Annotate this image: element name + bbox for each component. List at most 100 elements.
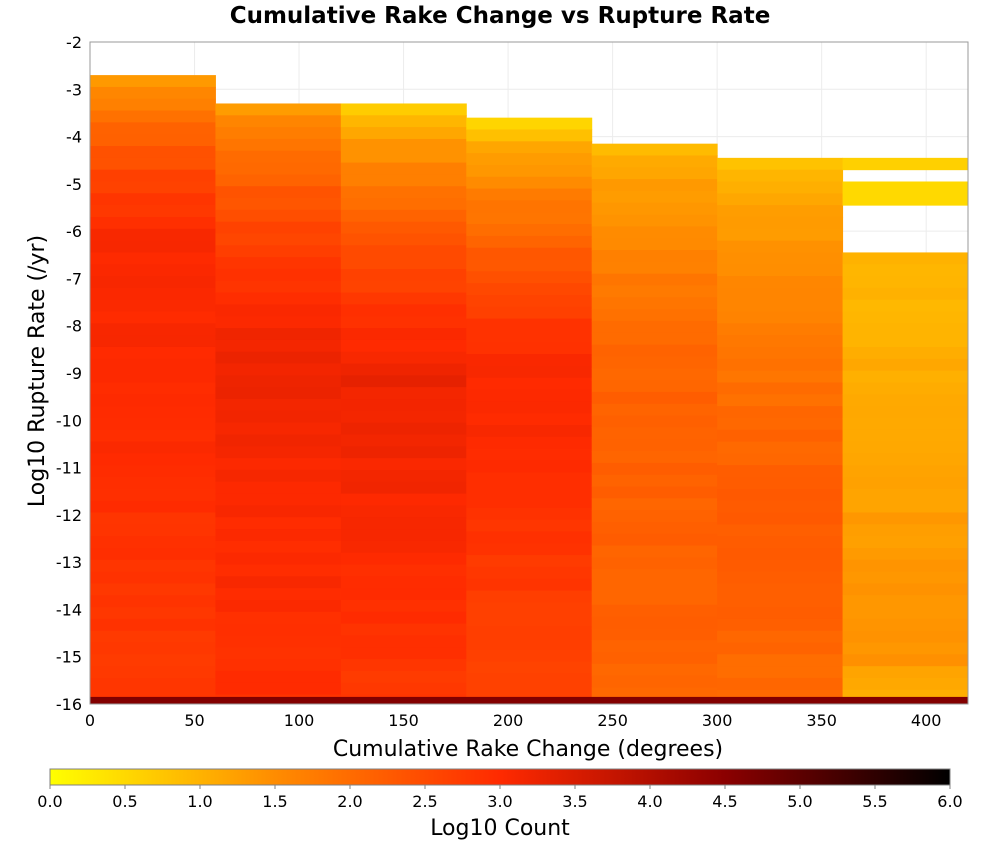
heatmap-cell (340, 339, 467, 353)
heatmap-cell (215, 694, 342, 698)
heatmap-cell (591, 143, 718, 156)
heatmap-cell (215, 186, 342, 199)
heatmap-cell (215, 339, 342, 353)
x-tick-label: 0 (85, 711, 95, 730)
heatmap-cell (340, 174, 467, 187)
heatmap-cell (717, 677, 844, 691)
colorbar (49, 768, 951, 786)
heatmap-cell (340, 529, 467, 542)
heatmap-cell (340, 292, 467, 305)
heatmap-cell (90, 547, 216, 561)
y-tick-label: -6 (66, 222, 82, 241)
heatmap-cell (466, 377, 593, 391)
heatmap-cell (90, 559, 216, 573)
heatmap-cell (90, 465, 216, 478)
heatmap-cell (466, 531, 593, 544)
heatmap-cell (591, 309, 718, 322)
heatmap-cell (215, 434, 342, 447)
heatmap-cell (842, 524, 969, 537)
heatmap-cell (591, 533, 718, 547)
heatmap-cell (340, 280, 467, 294)
heatmap-cell (717, 571, 844, 584)
heatmap-cell (717, 689, 844, 698)
heatmap-cell (717, 181, 844, 194)
colorbar-tick-label: 5.0 (787, 792, 812, 811)
heatmap-cell (717, 252, 844, 265)
heatmap-cell (842, 618, 969, 632)
heatmap-cell (90, 488, 216, 502)
heatmap-cell (340, 268, 467, 282)
heatmap-cell (90, 689, 216, 698)
heatmap-cell (717, 654, 844, 667)
heatmap-cell (842, 441, 969, 454)
heatmap-cell (466, 590, 593, 603)
heatmap-cell (591, 273, 718, 287)
heatmap-cell (215, 588, 342, 601)
heatmap-cell (90, 595, 216, 608)
heatmap-cell (717, 559, 844, 573)
heatmap-cell (90, 205, 216, 218)
heatmap-cell (215, 375, 342, 388)
heatmap-cell (717, 500, 844, 513)
y-tick-label: -12 (56, 506, 82, 525)
heatmap-cell (215, 174, 342, 187)
x-tick-label: 250 (597, 711, 628, 730)
heatmap-cell (340, 257, 467, 270)
heatmap-cell (215, 458, 342, 471)
heatmap-cell (842, 276, 969, 289)
heatmap-cell (90, 110, 216, 123)
heatmap-cell (466, 448, 593, 461)
heatmap-cell (215, 221, 342, 235)
colorbar-tick-label: 0.0 (37, 792, 62, 811)
colorbar-tick-label: 6.0 (937, 792, 962, 811)
heatmap-cell (340, 399, 467, 412)
heatmap-cell (591, 462, 718, 476)
heatmap-cell (340, 328, 467, 341)
y-axis-label: Log10 Rupture Rate (/yr) (25, 235, 50, 507)
heatmap-cell (466, 294, 593, 308)
heatmap-cell (842, 677, 969, 691)
y-axis-ticks: -2 -3 -4 -5 -6 -7 -8 -9 -10 -11 -12 -13 -14 -15 -16 (56, 33, 82, 714)
heatmap-cell (90, 276, 216, 289)
colorbar-ticks: 0.0 0.5 1.0 1.5 2.0 2.5 3.0 3.5 4.0 4.5 5.0 5.5 6.0 (37, 785, 963, 811)
y-tick-label: -10 (56, 411, 82, 430)
plot-frame (89, 41, 969, 705)
heatmap-cell (215, 481, 342, 495)
heatmap-cell (591, 356, 718, 369)
heatmap-cell (466, 637, 593, 651)
heatmap-cell (340, 115, 467, 128)
heatmap-cell (90, 228, 216, 242)
heatmap-cell (717, 205, 844, 218)
heatmap-cell (591, 498, 718, 511)
heatmap-cell (215, 233, 342, 246)
heatmap-cell (842, 453, 969, 466)
heatmap-cell (90, 618, 216, 632)
heatmap-cell (466, 661, 593, 674)
heatmap-cell (717, 618, 844, 632)
heatmap-cell (842, 406, 969, 419)
heatmap-cell (591, 651, 718, 665)
heatmap-cell (591, 521, 718, 535)
heatmap-cell (842, 157, 969, 171)
heatmap-cell (591, 368, 718, 381)
heatmap-cell (340, 209, 467, 223)
x-tick-label: 400 (911, 711, 942, 730)
heatmap-cell (591, 663, 718, 677)
heatmap-cell (215, 115, 342, 128)
y-tick-label: -7 (66, 269, 82, 288)
heatmap-cell (842, 536, 969, 549)
heatmap-cell (340, 162, 467, 175)
heatmap-cell (591, 569, 718, 582)
colorbar-tick-label: 3.5 (562, 792, 587, 811)
heatmap-cell (90, 666, 216, 679)
y-tick-label: -9 (66, 364, 82, 383)
heatmap-cell (340, 233, 467, 246)
heatmap-cell (717, 477, 844, 490)
heatmap-cell (215, 599, 342, 613)
heatmap-cell (591, 238, 718, 251)
heatmap-cell (340, 387, 467, 400)
heatmap-cell (340, 493, 467, 506)
heatmap-cell (90, 86, 216, 100)
y-tick-label: -15 (56, 648, 82, 667)
heatmap-cell (215, 552, 342, 566)
